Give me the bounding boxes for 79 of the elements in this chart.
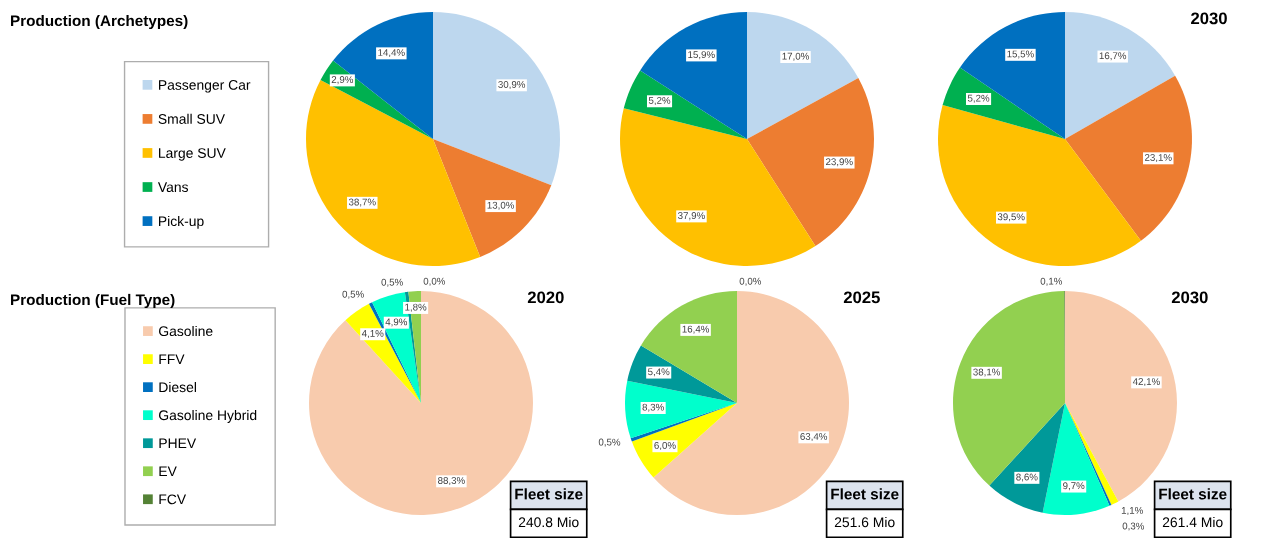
data-label: 16,4% [682,325,710,334]
text: 2020 [527,291,564,304]
pie-slice [747,12,859,139]
data-label: 38,1% [973,368,1001,377]
data-label: 2,9% [331,76,354,85]
text: 251.6 Mio [834,516,895,528]
data-label: 0,1% [1040,277,1063,286]
legend-label: Large SUV [159,148,226,161]
legend-label: Pick-up [159,215,204,229]
data-label: 5,2% [648,97,671,106]
data-label: 23,1% [1144,154,1172,163]
legend-label: Vans [157,182,189,193]
pie-slice [938,105,1141,266]
pie-slice [953,291,1065,486]
data-label: 6,0% [654,441,676,450]
chart-subtitle: 2030 [1191,12,1227,25]
pie-slice [620,108,816,266]
legend-label: Gasoline [159,325,213,337]
data-label: 9,7% [1063,482,1085,491]
data-label: 4,1% [361,330,384,338]
data-label: 0,3% [1122,522,1145,531]
text: 0,0% [739,277,762,286]
pie-slice [1065,12,1176,139]
legend-label: EV [159,466,177,477]
data-label: 1,8% [405,303,427,312]
data-label: 4,9% [385,318,408,327]
chart-title: Production (Archetypes) [11,14,188,30]
pie-slice [1042,403,1110,515]
text: Fleet size [515,488,583,500]
data-label: 0,5% [342,290,364,299]
legend-label: Passenger Car [159,80,251,93]
pie-slice [989,403,1065,513]
legend-label: Gasoline Hybrid [159,409,257,423]
text: Production (Fuel Type) [11,293,175,309]
pie-slice [1065,75,1192,241]
data-label: 88,3% [438,477,465,486]
data-label: 0,5% [381,278,403,287]
data-label: 15,5% [1007,50,1034,59]
text: 2030 [1171,291,1208,304]
data-label: 14,4% [378,49,405,58]
legend-label: Diesel [159,381,196,393]
pie-slice [747,77,874,246]
data-label: 8,6% [1016,473,1038,482]
pie-slice [630,403,737,442]
data-label: 15,9% [688,51,715,60]
legend-label: FFV [159,354,185,364]
legend-label: Small SUV [158,113,225,124]
chart-subtitle: 2025 [843,291,880,304]
pie-slice [625,380,737,439]
pie-slice [640,291,737,403]
text: Fleet size [1159,488,1227,500]
legend-label: PHEV [159,438,197,449]
pie-slice [433,12,560,186]
text: 240.8 Mio [518,516,579,528]
pie-slice [640,12,747,139]
data-label: 17,0% [782,52,809,61]
data-label: 39,5% [997,213,1025,222]
data-label: 0,5% [598,438,621,447]
data-label: 37,9% [678,212,705,221]
data-label: 8,3% [642,403,664,412]
text: Fleet size [831,488,899,500]
pie-slice [942,67,1065,139]
data-label: 13,0% [487,201,515,210]
data-label: 42,1% [1132,378,1160,387]
text: 261.4 Mio [1162,516,1223,528]
data-label: 23,9% [826,158,853,167]
data-label: 5,2% [967,94,990,103]
pie-slice [333,12,433,139]
data-label: 38,7% [348,198,376,207]
legend-label: FCV [159,494,187,505]
pie-slice [433,139,552,257]
data-label: 16,7% [1099,52,1127,61]
data-label: 63,4% [800,433,828,442]
data-label: 5,4% [648,368,670,377]
pie-slice [623,70,747,139]
pie-slice [959,12,1065,139]
text: 0,0% [423,277,446,286]
data-label: 1,1% [1121,507,1143,516]
data-label: 30,9% [498,81,526,90]
